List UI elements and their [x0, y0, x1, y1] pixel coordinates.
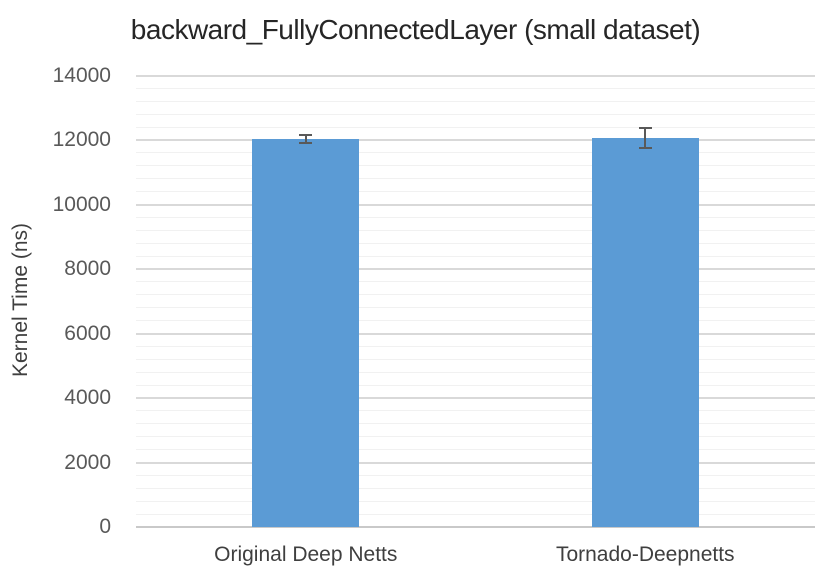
minor-gridline [136, 294, 815, 296]
error-bar-line [304, 135, 307, 143]
minor-gridline [136, 487, 815, 489]
y-tick-label: 10000 [52, 192, 111, 216]
minor-gridline [136, 216, 815, 218]
major-gridline [136, 268, 815, 270]
major-gridline [136, 74, 815, 77]
minor-gridline [136, 100, 815, 102]
minor-gridline [136, 410, 815, 412]
major-gridline [136, 332, 815, 335]
error-bar-line [644, 128, 647, 149]
error-bar-cap-bottom [638, 147, 652, 150]
y-tick-label: 2000 [64, 450, 111, 474]
minor-gridline [136, 307, 815, 309]
minor-gridline [136, 320, 815, 322]
y-tick-label: 4000 [64, 386, 111, 409]
category-label: Tornado-Deepnetts [555, 543, 735, 566]
bar-1 [591, 138, 699, 527]
y-tick-label: 12000 [52, 128, 111, 151]
minor-gridline [136, 474, 815, 476]
error-bar-cap-bottom [299, 141, 313, 144]
minor-gridline [136, 165, 815, 167]
error-bar-cap-top [638, 127, 652, 130]
minor-gridline [136, 449, 815, 451]
minor-gridline [136, 513, 815, 515]
minor-gridline [136, 345, 815, 347]
major-gridline [136, 203, 815, 206]
minor-gridline [136, 152, 815, 154]
minor-gridline [136, 255, 815, 257]
minor-gridline [136, 229, 815, 231]
minor-gridline [136, 126, 815, 128]
x-axis-line [136, 526, 815, 528]
major-gridline [136, 139, 815, 141]
error-bar-cap-top [299, 134, 313, 137]
y-tick-label: 14000 [52, 63, 111, 87]
minor-gridline [136, 242, 815, 244]
minor-gridline [136, 178, 815, 180]
y-tick-label: 0 [99, 515, 111, 538]
category-label: Original Deep Netts [214, 543, 398, 566]
minor-gridline [136, 281, 815, 283]
minor-gridline [136, 423, 815, 425]
minor-gridline [136, 87, 815, 89]
major-gridline [136, 397, 815, 399]
minor-gridline [136, 500, 815, 502]
minor-gridline [136, 358, 815, 360]
y-tick-label: 6000 [64, 321, 111, 345]
bar-0 [252, 139, 360, 527]
minor-gridline [136, 113, 815, 115]
y-axis-title: Kernel Time (ns) [9, 222, 32, 378]
y-tick-label: 8000 [64, 257, 111, 280]
major-gridline [136, 461, 815, 464]
minor-gridline [136, 436, 815, 438]
minor-gridline [136, 384, 815, 386]
minor-gridline [136, 191, 815, 193]
chart-title: backward_FullyConnectedLayer (small data… [130, 14, 701, 45]
minor-gridline [136, 371, 815, 373]
